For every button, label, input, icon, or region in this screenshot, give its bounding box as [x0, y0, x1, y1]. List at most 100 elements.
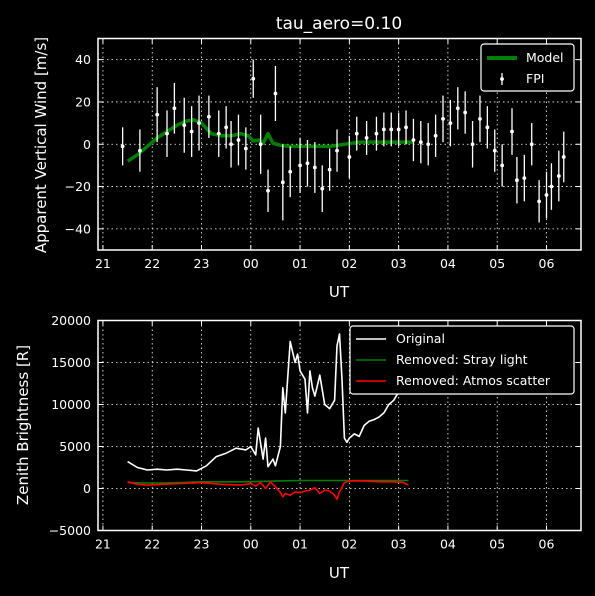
fpi-point [229, 142, 233, 147]
fpi-point [544, 193, 549, 197]
series-line-original [127, 333, 410, 472]
brightness-legend-box [349, 325, 575, 395]
fpi-point [364, 136, 369, 140]
x-tick-label: 05 [489, 256, 505, 271]
fpi-point [433, 133, 438, 138]
x-tick-label: 22 [144, 256, 160, 271]
x-tick-label: 02 [341, 537, 357, 552]
x-tick-label: 05 [489, 537, 505, 552]
fpi-point [389, 127, 394, 132]
wind-data [120, 59, 566, 223]
fpi-point [396, 127, 401, 132]
fpi-point [251, 76, 256, 81]
brightness-ticks: 21 22 23 00 01 02 03 04 05 06 −5000 0 5000 10000 15000… [49, 313, 581, 552]
fpi-point [549, 184, 554, 189]
x-tick-label: 03 [391, 256, 407, 271]
brightness-grid [98, 320, 581, 531]
x-tick-label: 06 [539, 537, 555, 552]
y-tick-label: 20 [75, 94, 91, 109]
fpi-point [155, 112, 160, 117]
y-tick-label: 0 [83, 137, 91, 152]
y-tick-label: 20000 [51, 313, 91, 328]
fpi-point [206, 114, 211, 119]
fpi-point [266, 188, 270, 193]
fpi-point [556, 174, 561, 178]
x-tick-label: 01 [292, 537, 308, 552]
x-tick-label: 00 [243, 537, 259, 552]
y-tick-label: −20 [65, 179, 91, 194]
legend-stray-label: Removed: Stray light [396, 352, 528, 367]
x-tick-label: 21 [95, 537, 111, 552]
fpi-point [411, 138, 416, 142]
fpi-point [448, 121, 453, 125]
brightness-ylabel: Zenith Brightness [R] [14, 345, 32, 505]
fpi-point [374, 131, 379, 136]
fpi-point [485, 125, 490, 130]
wind-panel: tau_aero=0.10 21 22 23 00 01 02 03 04 05 06 −40 −20… [32, 14, 582, 301]
legend-original-label: Original [396, 331, 445, 346]
fpi-point [273, 91, 278, 96]
legend-fpi-label: FPI [526, 71, 544, 86]
fpi-point [165, 131, 169, 136]
x-tick-label: 04 [440, 256, 456, 271]
fpi-point [137, 148, 142, 153]
y-tick-label: 40 [75, 52, 91, 67]
fpi-point [224, 125, 229, 130]
x-tick-label: 03 [391, 537, 407, 552]
x-tick-label: 23 [194, 537, 210, 552]
y-tick-label: 15000 [51, 355, 91, 370]
fpi-point [381, 127, 386, 132]
fpi-point [327, 167, 332, 172]
wind-xlabel: UT [329, 283, 350, 301]
fpi-point [320, 186, 325, 191]
brightness-panel: 21 22 23 00 01 02 03 04 05 06 −5000 0 5000 10000 15000… [14, 313, 582, 582]
brightness-xlabel: UT [329, 564, 350, 582]
fpi-point [335, 148, 339, 153]
fpi-point [470, 142, 475, 147]
x-tick-label: 23 [194, 256, 210, 271]
x-tick-label: 01 [292, 256, 308, 271]
wind-ylabel: Apparent Vertical Wind [m/s] [32, 37, 50, 253]
y-tick-label: −5000 [49, 523, 91, 538]
wind-ticks: 21 22 23 00 01 02 03 04 05 06 −40 −20 0 20 40 [65, 38, 581, 271]
fpi-point [441, 116, 445, 121]
fpi-point [529, 142, 534, 147]
fpi-point [500, 163, 505, 168]
x-tick-label: 00 [243, 256, 259, 271]
y-tick-label: 5000 [59, 439, 91, 454]
fpi-point [298, 163, 302, 168]
brightness-axes-frame [97, 319, 582, 532]
wind-title: tau_aero=0.10 [276, 14, 402, 34]
y-tick-label: 10000 [51, 397, 91, 412]
legend-model-label: Model [526, 50, 564, 65]
x-tick-label: 06 [539, 256, 555, 271]
fpi-point [347, 155, 352, 159]
fpi-point [492, 148, 497, 153]
fpi-point [418, 140, 423, 145]
fpi-point [305, 161, 310, 166]
series-line-model [126, 118, 414, 163]
fpi-point [537, 199, 542, 204]
fpi-point [280, 180, 285, 185]
y-tick-label: −40 [65, 221, 91, 236]
fpi-point [510, 129, 514, 134]
fpi-point [197, 121, 201, 125]
fpi-point [236, 138, 241, 142]
fpi-point [258, 142, 263, 147]
fpi-point [312, 165, 317, 170]
fpi-point [515, 178, 519, 183]
brightness-data [127, 333, 410, 501]
legend-fpi-marker [500, 77, 504, 81]
fpi-point [426, 142, 431, 147]
fpi-point [455, 106, 460, 111]
fpi-point [216, 131, 221, 136]
fpi-point [182, 123, 187, 128]
fpi-point [120, 144, 125, 149]
series-line-removed-atmos-scatter [127, 480, 409, 501]
fpi-point [561, 155, 566, 159]
fpi-point [243, 146, 248, 151]
fpi-point [288, 169, 293, 174]
fpi-point [522, 176, 527, 180]
x-tick-label: 04 [440, 537, 456, 552]
